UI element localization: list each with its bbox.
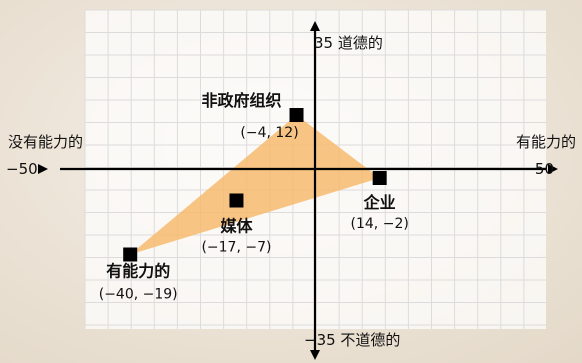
right-axis-value: 50 [535,160,554,178]
point-marker [229,193,244,208]
point-coord-label: (−40, −19) [99,287,178,303]
x-axis-arrow-right [548,164,558,174]
y-axis-arrow-up [310,21,320,31]
x-axis-arrow-left [38,164,48,174]
right-axis-label: 有能力的 [516,133,576,151]
bottom-axis-label: −35 不道德的 [304,331,400,349]
point-name-label: 有能力的 [106,262,170,281]
y-axis-arrow-down [310,350,320,360]
point-coord-label: (−17, −7) [201,240,271,256]
point-name-label: 媒体 [220,217,253,236]
point-coord-label: (14, −2) [351,216,409,232]
point-marker [123,247,138,262]
point-name-label: 企业 [363,193,396,212]
left-axis-label: 没有能力的 [8,133,83,151]
point-coord-label: (−4, 12) [240,125,298,141]
top-axis-label: 35 道德的 [314,34,383,52]
point-name-label: 非政府组织 [202,91,282,110]
highlight-region [130,115,380,255]
point-marker [289,108,304,122]
point-marker [372,171,387,185]
left-axis-value: −50 [6,160,38,178]
